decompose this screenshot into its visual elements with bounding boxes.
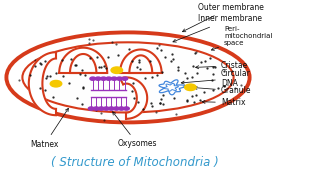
Circle shape [90,77,96,80]
Circle shape [118,107,124,110]
Text: Cristae: Cristae [196,61,248,70]
Circle shape [114,107,119,110]
Text: Peri-
mitochondrial
space: Peri- mitochondrial space [212,26,272,50]
Text: Matnex: Matnex [31,108,68,149]
Circle shape [111,77,117,80]
Circle shape [122,77,128,80]
Circle shape [116,77,122,80]
Circle shape [98,107,104,110]
Polygon shape [29,52,56,115]
Text: Matrix: Matrix [202,98,245,107]
Circle shape [103,107,109,110]
Circle shape [106,77,112,80]
Circle shape [88,107,94,110]
Ellipse shape [22,42,234,112]
Text: Granule: Granule [194,86,251,95]
Text: Outer membrane: Outer membrane [182,3,264,32]
Circle shape [108,107,114,110]
Circle shape [50,80,62,87]
Text: Oxysomes: Oxysomes [113,112,157,148]
Polygon shape [120,77,147,119]
Circle shape [100,77,106,80]
Text: ( Structure of Mitochondria ): ( Structure of Mitochondria ) [51,156,218,169]
Circle shape [95,77,101,80]
Polygon shape [120,50,162,73]
Ellipse shape [6,32,250,122]
Circle shape [111,67,123,73]
Circle shape [124,107,129,110]
Circle shape [185,84,196,91]
Polygon shape [59,48,107,73]
Text: Inner membrane: Inner membrane [173,14,262,42]
Text: Circular
DNA: Circular DNA [181,69,251,88]
Circle shape [93,107,99,110]
